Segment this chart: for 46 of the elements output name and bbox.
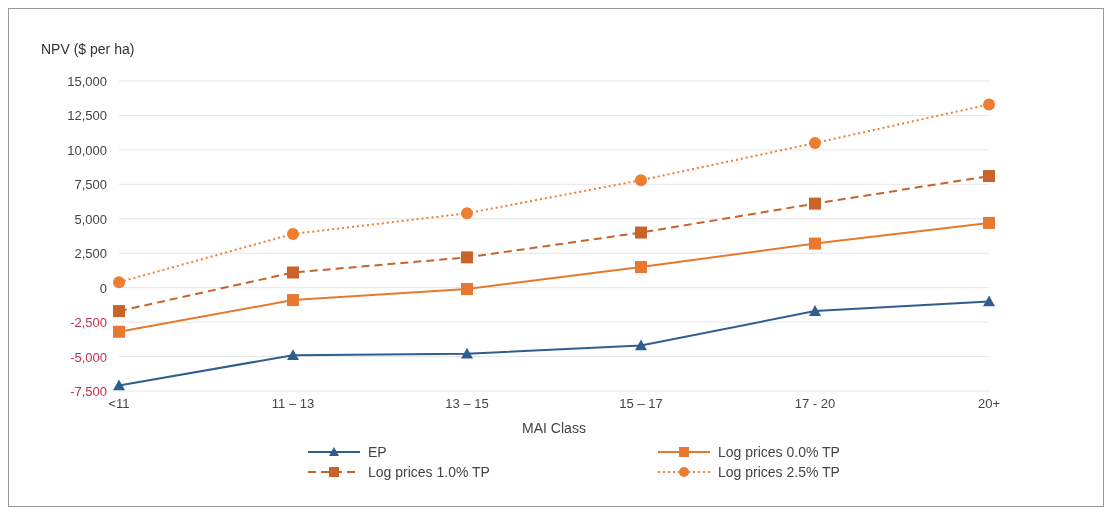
y-tick-label: 7,500 <box>74 177 107 193</box>
point <box>461 251 473 264</box>
point <box>983 216 995 229</box>
y-tick-label: -7,500 <box>70 384 107 399</box>
y-axis-title: NPV ($ per ha) <box>41 41 135 57</box>
y-tick-label: 0 <box>99 280 107 296</box>
x-tick-label: 13 – 15 <box>445 396 489 412</box>
legend-label: Log prices 2.5% TP <box>718 464 840 480</box>
point <box>113 379 125 391</box>
point <box>287 349 299 360</box>
point <box>287 227 299 240</box>
point <box>635 261 647 273</box>
legend-label: Log prices 1.0% TP <box>368 464 490 480</box>
y-tick-label: 5,000 <box>74 211 107 227</box>
legend-label: Log prices 0.0% TP <box>718 444 840 460</box>
x-tick-label: <11 <box>108 396 130 412</box>
y-tick-label: -2,500 <box>70 315 107 331</box>
point <box>983 170 995 183</box>
legend-label: EP <box>368 444 387 460</box>
y-tick-label: 2,500 <box>74 246 107 262</box>
x-axis-title: MAI Class <box>522 420 586 436</box>
point <box>983 295 995 307</box>
point <box>809 305 821 316</box>
x-tick-label: 11 – 13 <box>271 396 315 412</box>
x-tick-label: 15 – 17 <box>619 396 663 412</box>
point <box>113 276 125 289</box>
y-tick-label: 12,500 <box>67 108 107 124</box>
y-tick-label: 15,000 <box>67 74 107 89</box>
point <box>287 294 299 307</box>
point <box>983 98 995 111</box>
point <box>113 325 125 338</box>
point <box>809 137 821 149</box>
point <box>635 339 647 351</box>
point <box>809 237 821 250</box>
point <box>461 347 473 359</box>
point <box>635 226 647 239</box>
x-tick-label: 20+ <box>977 396 1001 412</box>
point <box>635 174 647 187</box>
point <box>461 207 473 220</box>
point <box>287 266 299 279</box>
x-tick-label: 17 - 20 <box>794 396 836 412</box>
y-tick-label: 10,000 <box>67 142 107 158</box>
point <box>461 283 473 296</box>
point <box>113 305 125 318</box>
y-tick-label: -5,000 <box>70 349 107 365</box>
point <box>809 197 821 210</box>
